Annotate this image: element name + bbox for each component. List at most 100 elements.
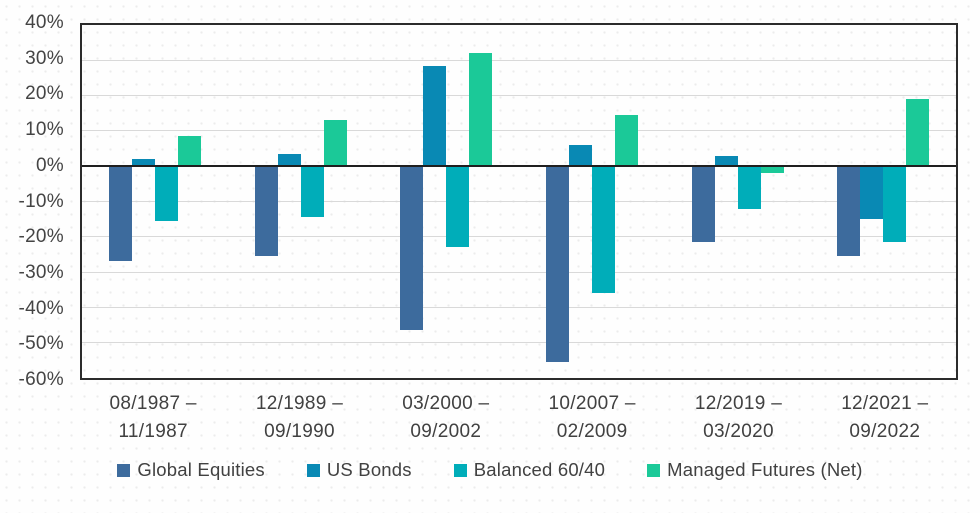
bar-slot — [131, 25, 155, 378]
bar-slot — [568, 25, 592, 378]
y-tick-label: -40% — [18, 297, 64, 319]
x-tick-line1: 12/1989 – — [255, 393, 344, 414]
bar-us-bonds — [860, 166, 884, 220]
bar-balanced-60-40 — [591, 166, 615, 294]
gridline — [82, 201, 956, 202]
bar-slot — [614, 25, 638, 378]
bar-slot — [300, 25, 324, 378]
bar-slot — [400, 25, 424, 378]
x-tick-line2: 09/1990 — [264, 421, 335, 442]
y-tick-label: -20% — [18, 226, 64, 248]
legend-item-us-bonds: US Bonds — [306, 459, 412, 481]
legend-swatch-icon — [453, 463, 467, 477]
bar-group-12-1989-09-1990 — [228, 25, 374, 378]
x-axis: 08/1987 – 11/1987 12/1989 – 09/1990 03/2000 … — [80, 390, 958, 446]
y-tick-label: 20% — [25, 83, 64, 105]
bar-slot — [860, 25, 884, 378]
bar-cluster — [254, 25, 347, 378]
bar-managed-futures-net — [760, 166, 784, 174]
y-tick-label: -30% — [18, 261, 64, 283]
legend-swatch-icon — [647, 463, 661, 477]
y-tick-label: 30% — [25, 47, 64, 69]
bar-cluster — [691, 25, 784, 378]
bar-slot — [883, 25, 907, 378]
bar-slot — [254, 25, 278, 378]
bar-cluster — [400, 25, 493, 378]
x-tick-line1: 12/2019 – — [694, 393, 783, 414]
bar-cluster — [837, 25, 930, 378]
legend-item-global-equities: Global Equities — [117, 459, 265, 481]
legend-label: Managed Futures (Net) — [667, 459, 863, 480]
bar-us-bonds — [131, 159, 155, 167]
bar-group-08-1987-11-1987 — [82, 25, 228, 378]
bar-balanced-60-40 — [883, 166, 907, 243]
x-tick-line1: 08/1987 – — [109, 393, 197, 414]
bar-group-10-2007-02-2009 — [519, 25, 665, 378]
y-tick-label: 40% — [25, 12, 64, 33]
bar-slot — [906, 25, 930, 378]
x-tick-label: 08/1987 – 11/1987 — [80, 390, 226, 446]
bar-balanced-60-40 — [446, 166, 470, 248]
zero-axis-line — [82, 165, 956, 168]
bar-us-bonds — [423, 65, 447, 167]
bar-managed-futures-net — [614, 115, 638, 167]
x-tick-line1: 03/2000 – — [402, 393, 490, 414]
bar-managed-futures-net — [469, 53, 493, 167]
bar-slot — [714, 25, 738, 378]
bar-slot — [446, 25, 470, 378]
x-tick-line2: 11/1987 — [118, 421, 188, 442]
bar-group-03-2000-09-2002 — [373, 25, 519, 378]
y-tick-label: -10% — [18, 190, 64, 212]
bar-balanced-60-40 — [737, 166, 761, 209]
bar-slot — [423, 25, 447, 378]
gridline — [82, 95, 956, 97]
bar-cluster — [108, 25, 201, 378]
x-tick-line1: 12/2021 – — [841, 393, 929, 414]
y-tick-label: 10% — [25, 119, 64, 141]
bar-cluster — [545, 25, 638, 378]
gridline — [82, 130, 956, 132]
y-tick-label: -60% — [18, 369, 64, 390]
bar-slot — [277, 25, 301, 378]
bar-slot — [545, 25, 569, 378]
bar-managed-futures-net — [906, 99, 930, 167]
bar-slot — [591, 25, 615, 378]
bar-us-bonds — [568, 145, 592, 167]
bar-slot — [760, 25, 784, 378]
legend-swatch-icon — [306, 463, 320, 477]
bar-global-equities — [545, 166, 569, 363]
x-tick-line2: 03/2020 — [703, 421, 774, 442]
bar-global-equities — [108, 166, 132, 262]
bar-slot — [177, 25, 201, 378]
bar-slot — [737, 25, 761, 378]
bar-group-12-2019-03-2020 — [665, 25, 811, 378]
y-axis: 40% 30% 20% 10% 0% -10% -20% -30% -40% -50% -60% — [0, 12, 64, 390]
x-tick-label: 10/2007 – 02/2009 — [519, 390, 665, 446]
x-tick-line2: 09/2022 — [849, 421, 921, 442]
bar-slot — [691, 25, 715, 378]
bar-global-equities — [254, 166, 278, 257]
bar-global-equities — [837, 166, 861, 257]
legend-label: Balanced 60/40 — [473, 459, 606, 480]
plot-area — [80, 23, 958, 380]
x-tick-line2: 02/2009 — [556, 421, 628, 442]
bar-slot — [323, 25, 347, 378]
legend-label: US Bonds — [326, 459, 412, 480]
bar-balanced-60-40 — [300, 166, 324, 218]
bar-groups — [82, 25, 956, 378]
bar-managed-futures-net — [177, 136, 201, 167]
bar-global-equities — [691, 166, 715, 243]
legend-item-balanced-60-40: Balanced 60/40 — [453, 459, 606, 481]
gridline — [82, 271, 956, 273]
gridline — [82, 306, 956, 308]
x-tick-label: 12/1989 – 09/1990 — [226, 390, 372, 446]
bar-slot — [469, 25, 493, 378]
x-tick-label: 12/2019 – 03/2020 — [665, 390, 811, 446]
legend-swatch-icon — [117, 463, 131, 477]
legend-item-managed-futures-net: Managed Futures (Net) — [647, 459, 862, 481]
bar-slot — [837, 25, 861, 378]
x-tick-line1: 10/2007 – — [548, 393, 636, 414]
y-tick-label: 0% — [35, 154, 64, 176]
legend-label: Global Equities — [137, 459, 265, 480]
